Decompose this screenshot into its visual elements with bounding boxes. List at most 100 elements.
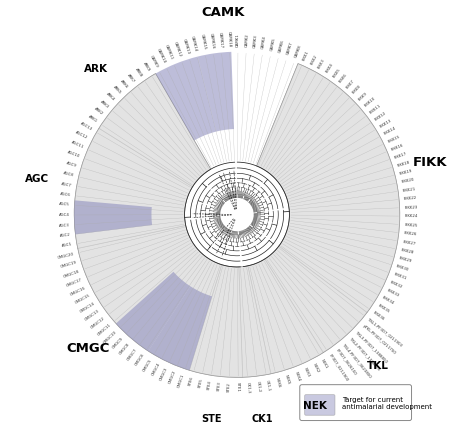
Text: FIKK24: FIKK24 [405, 214, 418, 218]
Text: FIKK: FIKK [413, 156, 447, 169]
Text: ARK2: ARK2 [93, 107, 104, 116]
Text: ARK1: ARK1 [88, 115, 99, 123]
Text: Target for current
antimalarial development: Target for current antimalarial developm… [342, 397, 432, 410]
Text: AGC13: AGC13 [80, 122, 93, 132]
Text: ARK9: ARK9 [142, 62, 151, 73]
Text: FIKK15: FIKK15 [387, 134, 401, 143]
Text: FIKK18: FIKK18 [397, 160, 411, 167]
Text: CAMK: CAMK [201, 6, 245, 19]
Text: CMGC10: CMGC10 [103, 330, 118, 344]
Text: CAMK2: CAMK2 [245, 33, 249, 47]
Text: FIKK17: FIKK17 [394, 151, 408, 160]
Wedge shape [78, 225, 222, 370]
Text: CAMK3: CAMK3 [253, 34, 258, 48]
Text: FIKK23: FIKK23 [404, 205, 418, 210]
Wedge shape [190, 265, 243, 377]
Text: FIKK7: FIKK7 [346, 78, 356, 89]
Text: CAMK12: CAMK12 [173, 41, 182, 58]
Text: FIKK21: FIKK21 [402, 187, 417, 193]
Text: TKL4-PF3D7_0623800: TKL4-PF3D7_0623800 [342, 343, 373, 378]
Text: FIKK2: FIKK2 [310, 54, 318, 65]
Text: FIKK22: FIKK22 [404, 196, 418, 201]
Text: CAMK1: CAMK1 [236, 33, 240, 47]
Text: FIKK20: FIKK20 [401, 177, 415, 184]
Text: FIKK10: FIKK10 [364, 96, 376, 108]
Text: AGC: AGC [25, 174, 49, 184]
Wedge shape [256, 64, 400, 313]
Text: AGC8: AGC8 [63, 171, 74, 178]
Text: FIKK28: FIKK28 [401, 248, 414, 255]
Text: CAMK8: CAMK8 [294, 44, 302, 58]
Wedge shape [239, 266, 271, 377]
Text: ARK: ARK [84, 64, 108, 74]
Text: CAMK5: CAMK5 [270, 37, 276, 51]
Text: STE3: STE3 [217, 381, 222, 392]
Wedge shape [116, 272, 191, 351]
Text: CAMK6: CAMK6 [278, 39, 285, 53]
Text: AGC7: AGC7 [61, 181, 72, 187]
Text: CAMK15: CAMK15 [199, 34, 206, 51]
Text: NEK: NEK [302, 402, 327, 412]
Text: ARK3: ARK3 [99, 99, 109, 109]
Text: AGC3: AGC3 [59, 223, 70, 228]
Text: FIKK12: FIKK12 [374, 110, 387, 121]
Text: FIKK36: FIKK36 [372, 310, 385, 321]
Text: NEK5: NEK5 [284, 374, 291, 385]
Text: ARK4: ARK4 [105, 92, 116, 102]
Text: FIKK19: FIKK19 [399, 169, 413, 176]
Text: CAMK10: CAMK10 [155, 48, 166, 65]
Text: STE: STE [202, 414, 222, 424]
Text: CK1-2: CK1-2 [255, 381, 261, 393]
Text: CAMK18: CAMK18 [227, 31, 231, 47]
Text: FIKK16: FIKK16 [391, 143, 404, 151]
Text: CMGC3: CMGC3 [159, 366, 169, 381]
Text: CMGC16: CMGC16 [70, 286, 87, 296]
Text: FIKK8: FIKK8 [352, 85, 362, 95]
Wedge shape [74, 64, 400, 377]
Text: NEK6: NEK6 [274, 377, 281, 388]
Text: CMGC20: CMGC20 [57, 252, 74, 260]
Text: CMGC7: CMGC7 [126, 347, 138, 361]
Wedge shape [148, 286, 212, 370]
Text: AGC5: AGC5 [59, 202, 70, 207]
Text: PF3D7_0626100: PF3D7_0626100 [335, 348, 357, 376]
Text: AGC4: AGC4 [58, 213, 69, 217]
Text: CAMK11: CAMK11 [164, 44, 174, 61]
Text: AGC12: AGC12 [75, 131, 89, 140]
Text: CMGC: CMGC [67, 342, 110, 355]
Text: CMGC5: CMGC5 [142, 358, 153, 372]
Text: NEK3: NEK3 [302, 367, 310, 378]
Text: CMGC14: CMGC14 [79, 301, 96, 313]
Text: TKL3-PF3D7_1388800: TKL3-PF3D7_1388800 [355, 330, 389, 364]
Text: CAMK17: CAMK17 [218, 31, 223, 48]
Text: CMGC1: CMGC1 [177, 373, 186, 388]
Text: ARK7: ARK7 [127, 73, 136, 83]
Text: FIKK29: FIKK29 [398, 256, 412, 264]
FancyBboxPatch shape [300, 385, 411, 421]
Text: CMGC15: CMGC15 [74, 293, 91, 305]
Text: CK1-3: CK1-3 [246, 382, 250, 394]
Text: CK1: CK1 [251, 414, 273, 424]
Text: TKL: TKL [367, 361, 389, 371]
Text: CAMK16: CAMK16 [209, 32, 215, 49]
Text: TKL1-PF3D7_0211900: TKL1-PF3D7_0211900 [367, 317, 403, 347]
Text: AGC11: AGC11 [70, 140, 84, 150]
Text: CMGC8: CMGC8 [118, 342, 131, 356]
Text: FIKK30: FIKK30 [396, 265, 410, 272]
Text: CMGC6: CMGC6 [134, 353, 146, 367]
Text: ARK5: ARK5 [112, 85, 122, 95]
Wedge shape [198, 52, 234, 132]
Wedge shape [74, 201, 152, 235]
Text: STE4: STE4 [207, 380, 212, 390]
Wedge shape [265, 246, 367, 353]
Text: STE6: STE6 [188, 376, 194, 386]
Wedge shape [99, 74, 211, 187]
Text: ARK8: ARK8 [134, 67, 143, 78]
Text: AGC10: AGC10 [66, 150, 80, 159]
Text: STE2: STE2 [227, 382, 231, 392]
Text: AGC1: AGC1 [61, 242, 73, 249]
Text: FIKK6: FIKK6 [339, 73, 348, 84]
Text: CMGC9: CMGC9 [111, 336, 124, 349]
Text: NEK4: NEK4 [293, 371, 301, 382]
Text: FIKK9: FIKK9 [358, 91, 368, 101]
